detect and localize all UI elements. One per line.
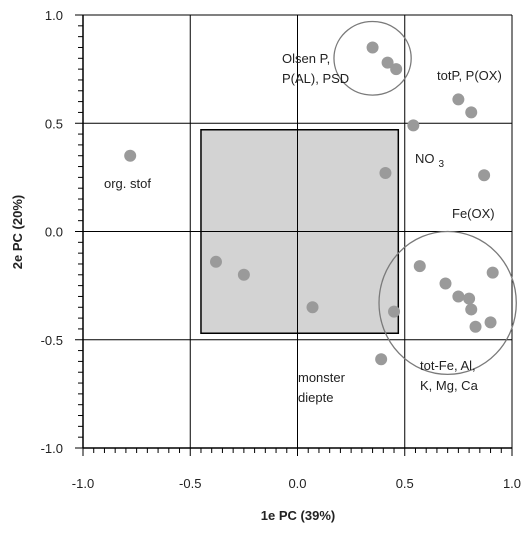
annotation-label: Fe(OX) (452, 206, 495, 221)
annotation-label: tot-Fe, Al, K, Mg, Ca (420, 358, 479, 393)
data-point (478, 169, 491, 182)
data-point (306, 301, 319, 314)
data-point (439, 277, 452, 290)
y-tick-label: -1.0 (41, 441, 63, 456)
data-point (209, 255, 222, 268)
group-ellipse (378, 230, 517, 376)
data-point (465, 303, 478, 316)
x-axis-title: 1e PC (39%) (261, 508, 335, 523)
y-axis-title: 2e PC (20%) (10, 195, 25, 269)
data-point (486, 266, 499, 279)
y-tick-label: 0.0 (45, 225, 63, 240)
data-point (465, 106, 478, 119)
y-tick-label: 1.0 (45, 8, 63, 23)
annotation-label: Olsen P, P(AL), PSD (282, 51, 349, 86)
group-ellipse (333, 20, 412, 96)
data-point (469, 320, 482, 333)
annotation-label: NO 3 (415, 151, 445, 170)
data-point (388, 305, 401, 318)
y-tick-label: -0.5 (41, 333, 63, 348)
data-point (452, 290, 465, 303)
data-point (463, 292, 476, 305)
data-point (484, 316, 497, 329)
data-point (390, 63, 403, 76)
ellipse-layer (333, 20, 517, 376)
data-point (237, 268, 250, 281)
data-point (379, 167, 392, 180)
x-tick-label: -0.5 (179, 476, 201, 491)
x-tick-label: 0.5 (396, 476, 414, 491)
point-layer (124, 41, 499, 366)
data-point (375, 353, 388, 366)
data-point (413, 260, 426, 273)
annotation-layer: Olsen P, P(AL), PSD totP, P(OX) NO 3 Fe(OX) or… (104, 51, 502, 405)
y-tick-label: 0.5 (45, 116, 63, 131)
x-tick-label: 0.0 (288, 476, 306, 491)
annotation-label: monster diepte (298, 370, 346, 405)
x-tick-label: -1.0 (72, 476, 94, 491)
data-point (452, 93, 465, 106)
data-point (124, 149, 137, 162)
x-tick-label: 1.0 (503, 476, 521, 491)
annotation-label: totP, P(OX) (437, 68, 502, 83)
tick-layer: -1.0 -0.5 0.0 0.5 1.0 -1.0 -0.5 0.0 0.5 1.0 (41, 8, 521, 491)
annotation-label: org. stof (104, 176, 151, 191)
data-point (381, 56, 394, 69)
data-point (366, 41, 379, 54)
data-point (407, 119, 420, 132)
